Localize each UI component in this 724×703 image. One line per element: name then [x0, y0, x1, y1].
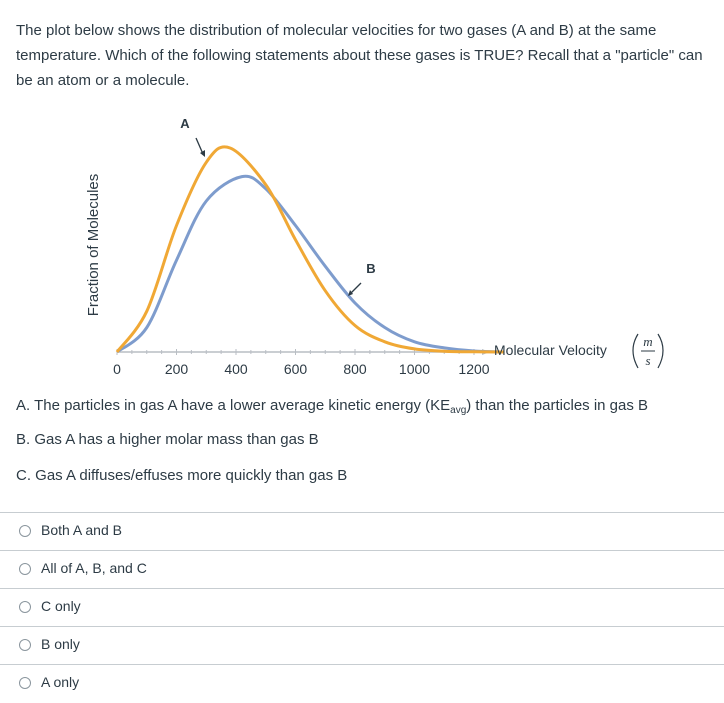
radio-button[interactable]	[19, 601, 31, 613]
radio-button[interactable]	[19, 525, 31, 537]
answer-option[interactable]: All of A, B, and C	[0, 550, 724, 588]
statement-a: A. The particles in gas A have a lower a…	[16, 396, 648, 421]
unit-right-paren	[657, 333, 664, 369]
answer-label: B only	[41, 636, 80, 652]
curve-a	[115, 145, 504, 354]
curve-b-pointer-head	[348, 290, 353, 296]
radio-button[interactable]	[19, 639, 31, 651]
radio-button[interactable]	[19, 563, 31, 575]
curve-b	[116, 174, 504, 354]
answer-option[interactable]: C only	[0, 588, 724, 626]
velocity-unit: m s	[632, 333, 664, 369]
answer-option[interactable]: A only	[0, 664, 724, 702]
curve-a-pointer	[195, 137, 204, 155]
curve-b-pointer	[350, 282, 362, 294]
statement-c: C. Gas A diffuses/effuses more quickly t…	[16, 467, 348, 484]
answer-label: A only	[41, 674, 80, 690]
answer-choices: Both A and B All of A, B, and C C only B…	[0, 512, 724, 702]
x-axis-tick-labels: 0 200 400 600 800 1000 1200	[113, 361, 490, 377]
answer-label: All of A, B, and C	[41, 560, 147, 576]
unit-denominator: s	[645, 353, 650, 368]
statement-b: B. Gas A has a higher molar mass than ga…	[16, 431, 319, 448]
statement-a-subscript: avg	[450, 405, 467, 416]
statement-a-suffix: ) than the particles in gas B	[466, 397, 649, 414]
x-tick-label: 1200	[458, 361, 489, 377]
question-text: The plot below shows the distribution of…	[16, 22, 703, 89]
velocity-distribution-plot: Fraction of Molecules 0 200 400 600 800 1000 1…	[0, 100, 724, 385]
answer-option[interactable]: B only	[0, 626, 724, 664]
x-tick-label: 1000	[399, 361, 430, 377]
y-axis-label: Fraction of Molecules	[85, 174, 102, 317]
answer-label: C only	[41, 598, 81, 614]
statement-a-text: A. The particles in gas A have a lower a…	[16, 397, 451, 414]
answer-option[interactable]: Both A and B	[0, 512, 724, 550]
unit-left-paren	[632, 333, 639, 369]
unit-numerator: m	[643, 334, 652, 349]
answer-label: Both A and B	[41, 522, 122, 538]
curve-a-label: A	[180, 116, 190, 131]
curve-b-label: B	[366, 261, 375, 276]
radio-button[interactable]	[19, 677, 31, 689]
x-tick-label: 400	[224, 361, 248, 377]
curve-a-pointer-head	[200, 150, 205, 157]
plot-svg: Fraction of Molecules 0 200 400 600 800 1000 1…	[85, 116, 664, 377]
x-axis-label: Molecular Velocity	[494, 342, 607, 358]
x-tick-label: 600	[284, 361, 308, 377]
x-tick-label: 200	[165, 361, 189, 377]
x-tick-label: 800	[343, 361, 367, 377]
x-tick-label: 0	[113, 361, 121, 377]
